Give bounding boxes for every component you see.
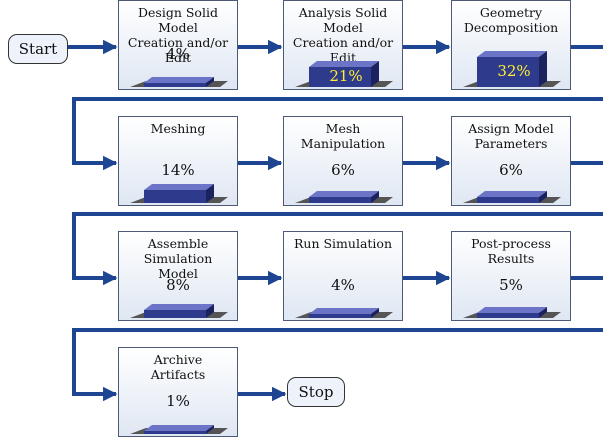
start-terminal: Start xyxy=(8,34,68,64)
step-percent: 4% xyxy=(166,45,190,63)
bar-front xyxy=(477,313,539,318)
bar-top xyxy=(309,308,379,314)
bar-top xyxy=(477,307,547,313)
step-box: Meshing 14% xyxy=(118,116,238,206)
step-percent: 6% xyxy=(331,161,355,179)
bar-side xyxy=(206,77,214,87)
step-box: Archive Artifacts 1% xyxy=(118,347,238,437)
step-box: Run Simulation 4% xyxy=(283,231,403,321)
step-bar xyxy=(463,51,561,87)
step-bar xyxy=(130,425,228,434)
bar-front xyxy=(144,83,206,87)
bar-front xyxy=(477,197,539,203)
bar-front xyxy=(309,314,371,318)
bar-front xyxy=(144,431,206,434)
bar-front xyxy=(144,310,206,318)
step-box: Design Solid Model Creation and/or Edit 4… xyxy=(118,0,238,90)
bar-front xyxy=(477,57,539,87)
bar-side xyxy=(371,61,379,87)
step-label: Run Simulation xyxy=(294,236,392,251)
bar-side xyxy=(539,191,547,203)
bar-front xyxy=(144,190,206,203)
bar-top xyxy=(309,191,379,197)
bar-side xyxy=(371,191,379,203)
step-percent: 32% xyxy=(497,62,531,80)
bar-top xyxy=(144,184,214,190)
bar-side xyxy=(206,304,214,318)
step-label: Assign Model Parameters xyxy=(468,121,554,151)
step-box: Post-process Results 5% xyxy=(451,231,571,321)
step-box: Assemble Simulation Model 8% xyxy=(118,231,238,321)
bar-side xyxy=(539,307,547,318)
bar-top xyxy=(144,77,214,83)
bar-front xyxy=(309,67,371,87)
bar-top xyxy=(477,51,547,57)
step-bar xyxy=(295,61,393,87)
step-label: Geometry Decomposition xyxy=(463,5,559,35)
step-percent: 21% xyxy=(329,67,363,85)
step-percent: 14% xyxy=(161,161,195,179)
step-box: Geometry Decomposition 32% xyxy=(451,0,571,90)
bar-top xyxy=(144,425,214,431)
step-label: Post-process Results xyxy=(471,236,551,266)
bar-side xyxy=(206,425,214,434)
bar-top xyxy=(477,191,547,197)
arrow-wrap-into-row-4 xyxy=(72,328,603,402)
step-label: Assemble Simulation Model xyxy=(143,236,213,281)
step-bar xyxy=(295,308,393,318)
bar-side xyxy=(371,308,379,318)
step-box: Assign Model Parameters 6% xyxy=(451,116,571,206)
step-label: Analysis Solid Model Creation and/or Edi… xyxy=(292,5,394,65)
step-label: Mesh Manipulation xyxy=(300,121,386,151)
arrow-wrap-into-row-2 xyxy=(72,97,603,171)
step-box: Mesh Manipulation 6% xyxy=(283,116,403,206)
step-label: Design Solid Model Creation and/or Edit xyxy=(127,5,229,65)
arrow-wrap-into-row-3 xyxy=(72,212,603,286)
step-percent: 6% xyxy=(499,161,523,179)
step-bar xyxy=(130,304,228,318)
bar-side xyxy=(539,51,547,87)
step-bar xyxy=(463,191,561,203)
step-bar xyxy=(463,307,561,318)
step-percent: 8% xyxy=(166,276,190,294)
stop-terminal: Stop xyxy=(287,377,345,407)
step-percent: 4% xyxy=(331,276,355,294)
step-bar xyxy=(130,77,228,87)
step-box: Analysis Solid Model Creation and/or Edi… xyxy=(283,0,403,90)
step-percent: 5% xyxy=(499,276,523,294)
bar-front xyxy=(309,197,371,203)
bar-side xyxy=(206,184,214,203)
bar-top xyxy=(144,304,214,310)
bar-top xyxy=(309,61,379,67)
step-label: Meshing xyxy=(150,121,206,136)
step-bar xyxy=(130,184,228,203)
step-bar xyxy=(295,191,393,203)
step-label: Archive Artifacts xyxy=(150,352,206,382)
step-percent: 1% xyxy=(166,392,190,410)
